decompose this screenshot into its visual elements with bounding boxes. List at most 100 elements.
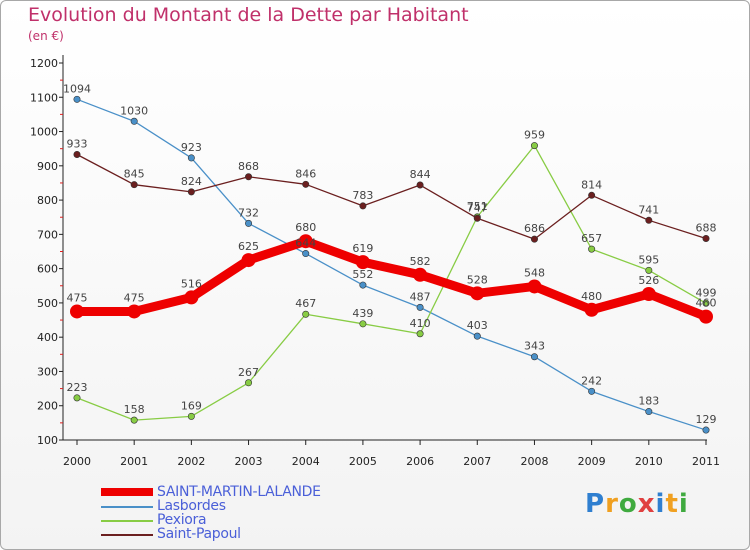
data-point-pexiora [302,310,310,318]
data-label-saint-papoul: 933 [67,138,88,151]
data-point-lasbordes [473,332,481,340]
data-label-saint-martin-lalande: 625 [238,240,259,253]
data-point-saint-papoul [588,191,596,199]
legend-label-pexiora: Pexiora [157,512,207,528]
data-label-pexiora: 267 [238,366,259,379]
data-point-lasbordes [73,95,81,103]
data-label-saint-papoul: 846 [295,167,316,180]
data-label-lasbordes: 552 [352,268,373,281]
data-point-lasbordes [130,117,138,125]
data-label-saint-martin-lalande: 526 [638,274,659,287]
x-tick-label: 2008 [520,455,548,468]
data-point-lasbordes [702,426,710,434]
data-label-lasbordes: 1030 [120,104,148,117]
data-point-lasbordes [530,353,538,361]
data-point-lasbordes [645,408,653,416]
data-label-pexiora: 439 [352,307,373,320]
x-tick-label: 2001 [120,455,148,468]
data-point-saint-martin-lalande [527,279,542,294]
series-line-lasbordes [76,98,707,431]
chart-subtitle: (en €) [28,29,64,43]
data-label-saint-martin-lalande: 582 [410,255,431,268]
y-tick-label: 1100 [30,91,58,104]
data-label-saint-papoul: 686 [524,222,545,235]
data-label-saint-martin-lalande: 516 [181,277,202,290]
data-label-pexiora: 657 [581,232,602,245]
data-point-pexiora [416,330,424,338]
data-point-saint-papoul [359,202,367,210]
legend-swatch-saint-martin-lalande [101,488,153,496]
data-label-pexiora: 499 [696,286,717,299]
data-label-saint-martin-lalande: 475 [124,291,145,304]
data-point-saint-martin-lalande [699,309,713,324]
data-label-saint-martin-lalande: 475 [67,291,88,304]
data-point-saint-martin-lalande [241,253,256,268]
data-point-saint-papoul [245,173,253,181]
data-label-saint-papoul: 868 [238,160,259,173]
data-point-pexiora [702,299,710,307]
data-point-saint-papoul [73,151,81,159]
x-tick-label: 2000 [63,455,91,468]
y-tick-label: 800 [37,194,58,207]
data-label-saint-papoul: 844 [410,168,431,181]
y-tick-label: 300 [37,365,58,378]
data-point-pexiora [359,320,367,328]
data-label-saint-martin-lalande: 480 [581,290,602,303]
data-label-lasbordes: 487 [410,290,431,303]
y-tick-label: 700 [37,228,58,241]
data-point-lasbordes [588,387,596,395]
data-point-saint-martin-lalande [413,267,428,282]
data-point-saint-papoul [416,181,424,189]
data-label-lasbordes: 183 [638,395,659,408]
data-point-saint-papoul [702,234,710,242]
data-point-pexiora [245,379,253,387]
data-point-saint-papoul [187,188,195,196]
data-label-saint-papoul: 741 [638,203,659,216]
data-label-pexiora: 595 [638,253,659,266]
x-tick-label: 2002 [177,455,205,468]
data-label-saint-martin-lalande: 680 [295,221,316,234]
y-tick-label: 200 [37,400,58,413]
x-tick-label: 2006 [406,455,434,468]
legend-swatch-pexiora [101,520,153,522]
y-tick-label: 600 [37,263,58,276]
data-label-saint-papoul: 845 [124,168,145,181]
data-point-lasbordes [245,219,253,227]
series-line-pexiora [76,144,707,421]
data-label-lasbordes: 343 [524,340,545,353]
data-point-lasbordes [359,281,367,289]
y-tick-label: 1000 [30,126,58,139]
data-point-pexiora [588,245,596,253]
data-label-lasbordes: 923 [181,141,202,154]
data-point-saint-papoul [645,216,653,224]
data-point-saint-martin-lalande [127,304,142,319]
data-label-pexiora: 751 [467,200,488,213]
data-label-saint-papoul: 688 [696,221,717,234]
data-label-lasbordes: 129 [696,413,717,426]
x-tick-label: 2010 [635,455,663,468]
x-tick-label: 2007 [463,455,491,468]
data-point-pexiora [187,412,195,420]
data-label-pexiora: 169 [181,399,202,412]
data-label-pexiora: 959 [524,129,545,142]
data-point-saint-martin-lalande [184,290,199,305]
data-point-lasbordes [187,154,195,162]
data-label-saint-papoul: 783 [352,189,373,202]
legend-label-lasbordes: Lasbordes [157,498,226,514]
data-point-pexiora [645,266,653,274]
data-point-saint-papoul [530,235,538,243]
y-tick-label: 1200 [30,57,58,70]
legend-swatch-lasbordes [101,506,153,508]
data-point-saint-martin-lalande [641,286,656,301]
data-label-lasbordes: 242 [581,374,602,387]
data-point-pexiora [130,416,138,424]
data-label-saint-martin-lalande: 528 [467,273,488,286]
data-point-saint-martin-lalande [355,255,370,270]
data-label-saint-papoul: 824 [181,175,202,188]
data-point-saint-papoul [302,180,310,188]
data-label-pexiora: 467 [295,297,316,310]
series-line-saint-papoul [76,153,707,240]
data-point-saint-martin-lalande [70,304,84,319]
